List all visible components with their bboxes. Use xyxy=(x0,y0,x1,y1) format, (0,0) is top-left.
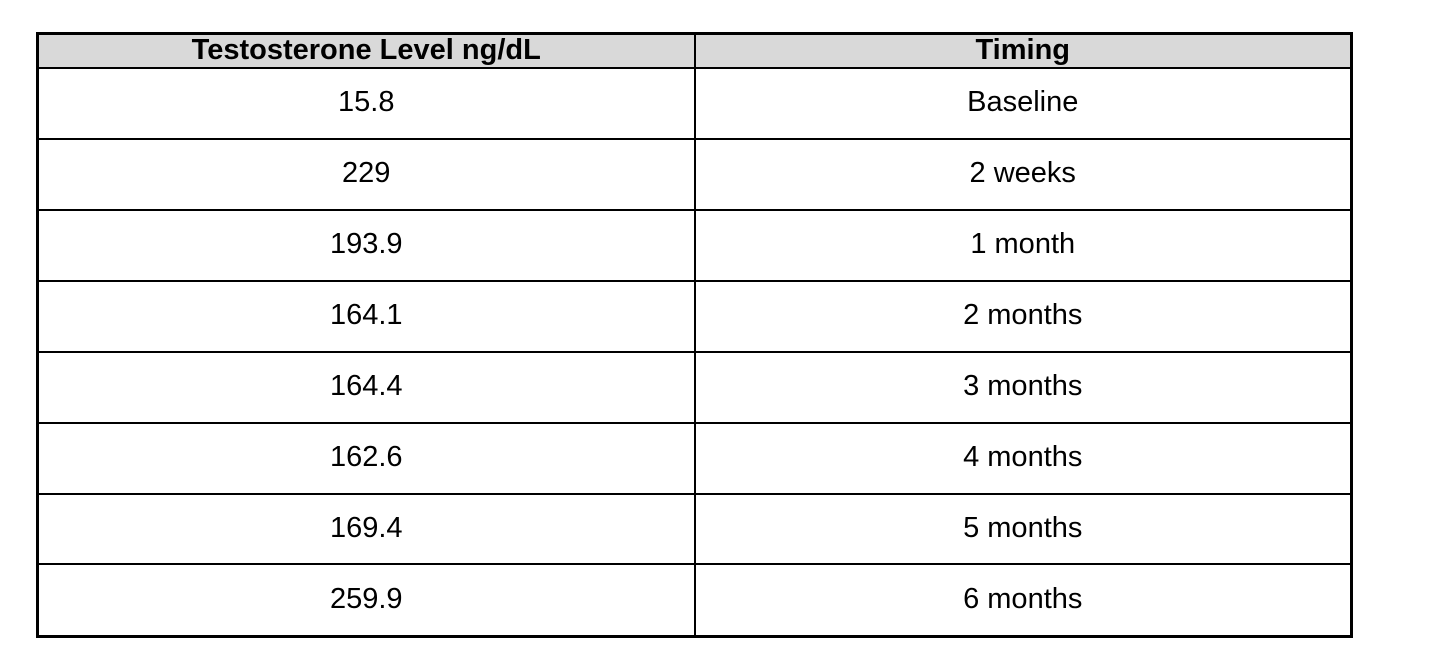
column-header-testosterone-level: Testosterone Level ng/dL xyxy=(36,32,696,69)
table-row: 193.9 1 month xyxy=(36,208,1353,282)
cell-testosterone-level: 164.1 xyxy=(36,279,696,353)
cell-timing: 1 month xyxy=(693,208,1353,282)
cell-testosterone-level: 193.9 xyxy=(36,208,696,282)
cell-testosterone-level: 229 xyxy=(36,137,696,211)
cell-timing: 5 months xyxy=(693,492,1353,566)
cell-testosterone-level: 162.6 xyxy=(36,421,696,495)
cell-timing: 3 months xyxy=(693,350,1353,424)
cell-timing: Baseline xyxy=(693,66,1353,140)
cell-timing: 6 months xyxy=(693,563,1353,638)
table-row: 169.4 5 months xyxy=(36,492,1353,566)
cell-testosterone-level: 259.9 xyxy=(36,563,696,638)
cell-testosterone-level: 15.8 xyxy=(36,66,696,140)
testosterone-timing-table: Testosterone Level ng/dL Timing 15.8 Base… xyxy=(36,32,1353,638)
table-body: 15.8 Baseline 229 2 weeks 193.9 1 month 164.1 2… xyxy=(36,66,1353,638)
table-row: 164.4 3 months xyxy=(36,350,1353,424)
table-row: 164.1 2 months xyxy=(36,279,1353,353)
table-row: 15.8 Baseline xyxy=(36,66,1353,140)
table-row: 162.6 4 months xyxy=(36,421,1353,495)
table-header: Testosterone Level ng/dL Timing xyxy=(36,32,1353,69)
header-row: Testosterone Level ng/dL Timing xyxy=(36,32,1353,69)
cell-testosterone-level: 164.4 xyxy=(36,350,696,424)
column-header-timing: Timing xyxy=(693,32,1353,69)
table-row: 229 2 weeks xyxy=(36,137,1353,211)
cell-timing: 2 weeks xyxy=(693,137,1353,211)
cell-timing: 2 months xyxy=(693,279,1353,353)
table-row: 259.9 6 months xyxy=(36,563,1353,638)
cell-timing: 4 months xyxy=(693,421,1353,495)
cell-testosterone-level: 169.4 xyxy=(36,492,696,566)
